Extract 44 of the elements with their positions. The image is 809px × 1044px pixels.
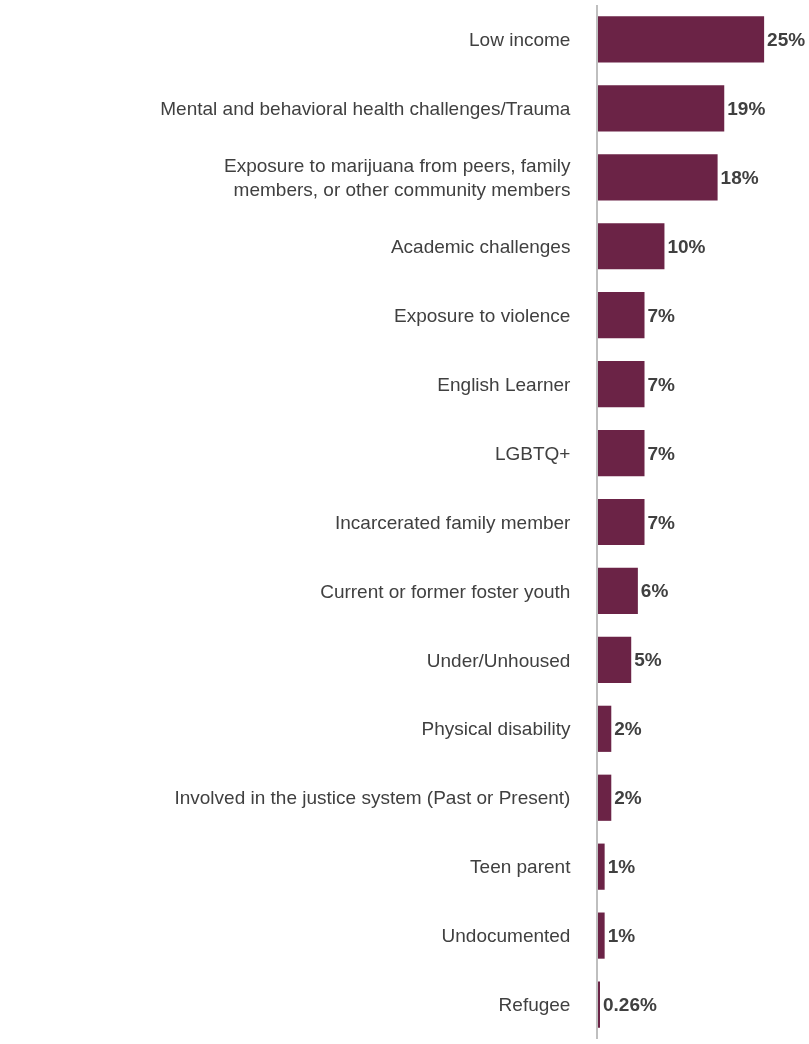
y-tick-label: Incarcerated family member xyxy=(334,511,572,533)
bar xyxy=(598,912,605,959)
bar xyxy=(598,567,638,615)
data-label: 10% xyxy=(667,235,706,257)
y-tick-label: Undocumented xyxy=(441,925,571,947)
data-label: 6% xyxy=(640,580,669,602)
bar xyxy=(598,498,645,546)
y-tick-label: Academic challenges xyxy=(390,235,571,257)
bar xyxy=(598,361,645,408)
y-tick-label: Teen parent xyxy=(470,856,572,878)
bar xyxy=(598,223,665,270)
y-tick-label: Physical disability xyxy=(421,718,571,740)
y-tick-label: English Learner xyxy=(437,373,572,395)
data-label: 18% xyxy=(720,166,759,188)
bar xyxy=(598,292,645,339)
bar xyxy=(598,636,632,683)
data-label: 2% xyxy=(614,718,642,740)
y-tick-label: Refugee xyxy=(498,994,571,1016)
bar xyxy=(598,843,605,890)
data-label: 2% xyxy=(614,787,642,809)
data-label: 7% xyxy=(647,511,676,533)
y-tick-label: Exposure to violence xyxy=(394,304,571,326)
data-label: 25% xyxy=(767,28,806,50)
bar xyxy=(598,705,612,752)
data-label: 19% xyxy=(727,97,766,119)
bar xyxy=(598,85,725,132)
y-tick-label: Current or former foster youth xyxy=(320,580,571,602)
y-tick-label: Exposure to marijuana from peers, family members, or other community members xyxy=(224,154,571,201)
bar xyxy=(598,774,612,821)
y-tick-label: LGBTQ+ xyxy=(494,442,571,464)
data-label: 7% xyxy=(647,304,676,326)
bar xyxy=(598,154,718,201)
data-label: 5% xyxy=(634,649,662,671)
y-tick-label: Under/Unhoused xyxy=(426,649,571,671)
y-tick-label: Low income xyxy=(469,29,571,51)
bar xyxy=(598,429,645,477)
y-tick-label: Mental and behavioral health challenges/Trauma xyxy=(160,98,571,120)
bar xyxy=(598,16,765,63)
data-label: 1% xyxy=(607,856,636,878)
data-label: 1% xyxy=(607,925,636,947)
y-tick-label: Involved in the justice system (Past or Present) xyxy=(174,787,571,809)
data-label: 7% xyxy=(647,373,676,395)
data-label: 7% xyxy=(647,442,676,464)
data-label: 0.26% xyxy=(603,994,657,1016)
